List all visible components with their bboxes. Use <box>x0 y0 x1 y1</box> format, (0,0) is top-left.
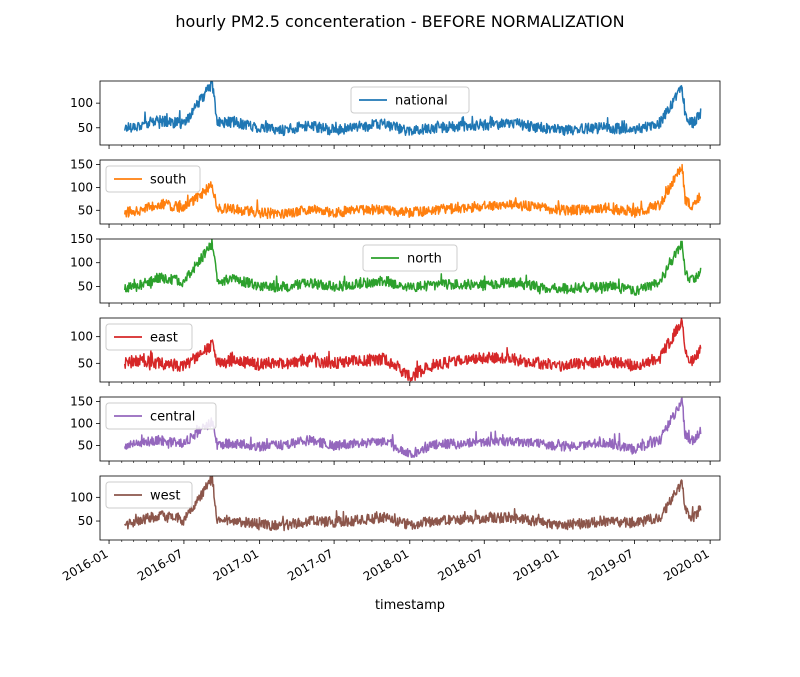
legend-box <box>105 165 201 193</box>
legend-central: central <box>105 402 217 430</box>
panel-national: 50 100 national <box>70 80 721 149</box>
series-line-national <box>123 80 702 137</box>
x-tick-label: 2019-01 <box>511 546 561 583</box>
legend-label: west <box>150 489 181 504</box>
y-tick-label: 100 <box>70 416 93 430</box>
panel-central: 50 100 150 central <box>70 394 721 465</box>
y-tick-label: 100 <box>70 330 93 344</box>
legend-label: central <box>150 410 195 425</box>
legend-north: north <box>362 244 458 272</box>
series-line-central <box>123 397 702 458</box>
y-tick-label: 150 <box>70 232 93 246</box>
legend-label: east <box>150 331 178 346</box>
y-tick-label: 100 <box>70 490 93 504</box>
y-tick-label: 50 <box>78 514 93 528</box>
y-tick-label: 100 <box>70 180 93 194</box>
legend-box <box>362 244 458 272</box>
y-tick-label: 50 <box>78 356 93 370</box>
x-axis: 2016-01 2016-07 2017-01 2017-07 2018-01 2018-… <box>60 546 711 583</box>
legend-national: national <box>350 86 470 114</box>
x-tick-label: 2018-01 <box>361 546 411 583</box>
x-tick-label: 2017-01 <box>211 546 261 583</box>
y-tick-label: 50 <box>78 121 93 135</box>
y-tick-label: 50 <box>78 279 93 293</box>
y-tick-label: 50 <box>78 203 93 217</box>
chart-title: hourly PM2.5 concenteration - BEFORE NOR… <box>175 12 624 31</box>
x-tick-label: 2016-01 <box>60 546 110 583</box>
panel-south: 50 100 150 south <box>70 158 721 228</box>
x-tick-label: 2016-07 <box>135 546 185 583</box>
panel-north: 50 100 150 north <box>70 232 721 307</box>
y-tick-label: 150 <box>70 394 93 408</box>
legend-east: east <box>105 323 193 351</box>
legend-box <box>105 323 193 351</box>
legend-box <box>350 86 470 114</box>
series-line-south <box>123 163 702 220</box>
legend-label: south <box>150 173 186 188</box>
axes-frame <box>99 317 721 383</box>
series-line-east <box>123 317 702 382</box>
y-tick-label: 100 <box>70 96 93 110</box>
legend-label: national <box>395 94 448 109</box>
x-tick-label: 2020-01 <box>661 546 711 583</box>
legend-south: south <box>105 165 201 193</box>
x-axis-label: timestamp <box>375 598 445 613</box>
legend-box <box>105 402 217 430</box>
series-line-west <box>124 475 702 532</box>
y-tick-label: 100 <box>70 256 93 270</box>
y-tick-label: 150 <box>70 158 93 172</box>
y-tick-label: 50 <box>78 439 93 453</box>
panel-east: 50 100 east <box>70 317 721 386</box>
x-tick-label: 2018-07 <box>435 546 485 583</box>
x-tick-label: 2019-07 <box>586 546 636 583</box>
legend-box <box>105 481 193 509</box>
legend-label: north <box>407 252 442 267</box>
legend-west: west <box>105 481 193 509</box>
panel-west: 50 100 west <box>70 475 721 544</box>
x-tick-label: 2017-07 <box>285 546 335 583</box>
series-line-north <box>123 238 702 296</box>
